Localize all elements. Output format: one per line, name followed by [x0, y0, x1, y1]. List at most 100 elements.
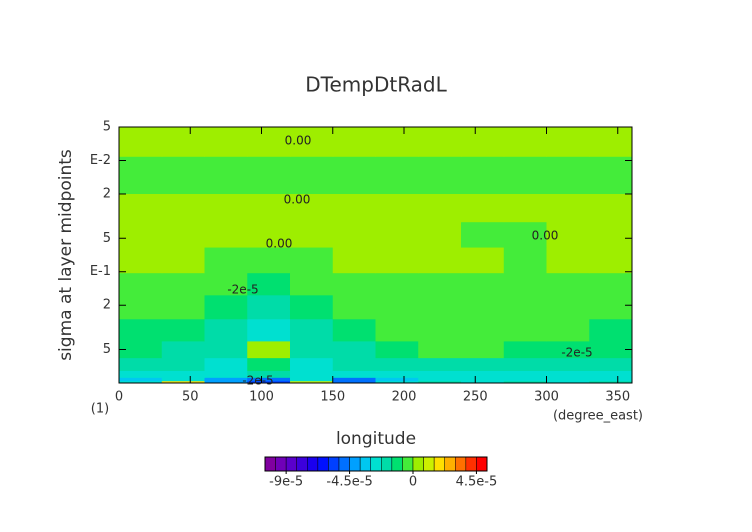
colorbar-swatch — [349, 456, 361, 472]
contour-label: 0.00 — [266, 237, 293, 251]
field-cell — [418, 357, 462, 371]
field-cell — [461, 294, 505, 320]
x-tick-label: 250 — [463, 390, 488, 405]
field-cell — [119, 221, 163, 248]
field-cell — [247, 193, 291, 223]
field-cell — [161, 370, 205, 378]
field-cell — [503, 272, 547, 296]
y-tick-label: 5 — [103, 231, 111, 246]
field-cell — [589, 318, 633, 342]
field-cell — [247, 272, 291, 296]
field-cell — [119, 377, 163, 382]
field-cell — [119, 318, 163, 342]
field-cell — [332, 193, 376, 223]
colorbar-swatch — [444, 456, 456, 472]
field-cell — [546, 370, 590, 378]
field-cell — [247, 294, 291, 320]
x-tick-label: 50 — [182, 390, 199, 405]
field-cell — [546, 247, 590, 274]
contour-label: -2e-5 — [242, 374, 273, 388]
field-cell — [161, 380, 205, 384]
field-cell — [332, 272, 376, 296]
field-cell — [503, 156, 547, 194]
field-cell — [503, 221, 547, 248]
contour-label: 0.00 — [532, 229, 559, 243]
field-cell — [375, 272, 419, 296]
field-cell — [247, 127, 291, 157]
y-tick-label: E-2 — [90, 153, 111, 168]
field-cell — [247, 221, 291, 248]
field-cell — [461, 318, 505, 342]
field-cell — [204, 193, 248, 223]
x-tick-label: 100 — [249, 390, 274, 405]
field-cell — [546, 380, 590, 384]
field-cell — [119, 340, 163, 359]
field-cell — [119, 380, 163, 384]
field-cell — [119, 370, 163, 378]
field-cell — [418, 193, 462, 223]
field-cell — [418, 340, 462, 359]
colorbar-swatch — [391, 456, 403, 472]
field — [119, 127, 633, 384]
field-cell — [247, 156, 291, 194]
field-cell — [161, 272, 205, 296]
plot-frame — [118, 126, 633, 384]
y-unit: (1) — [91, 402, 109, 417]
field-cell — [247, 340, 291, 359]
colorbar-swatch — [381, 456, 393, 472]
field-cell — [461, 156, 505, 194]
colorbar-frame — [264, 456, 488, 472]
field-cell — [461, 340, 505, 359]
field-cell — [589, 340, 633, 359]
field-cell — [332, 377, 376, 382]
colorbar-tick-label: -9e-5 — [269, 475, 303, 490]
overlay: 0 50 100 150 200 250 300 350 5 2 E-1 5 2 E-2 5 0.00 0.00… — [90, 120, 633, 490]
field-cell — [332, 340, 376, 359]
field-cell — [375, 340, 419, 359]
field-cell — [503, 370, 547, 378]
field-cell — [119, 272, 163, 296]
field-cell — [247, 247, 291, 274]
field-cell — [461, 272, 505, 296]
field-cell — [375, 193, 419, 223]
field-cell — [375, 380, 419, 384]
field-cell — [247, 377, 291, 382]
x-tick-label: 0 — [115, 390, 123, 405]
field-cell — [461, 193, 505, 223]
x-axis-title: longitude — [336, 429, 416, 449]
field-cell — [161, 127, 205, 157]
colorbar-swatch — [412, 456, 424, 472]
field-cell — [589, 127, 633, 157]
colorbar-swatch — [423, 456, 435, 472]
field-cell — [290, 193, 334, 223]
field-cell — [119, 247, 163, 274]
field-cell — [161, 193, 205, 223]
field-cell — [418, 247, 462, 274]
x-tick-label: 350 — [605, 390, 630, 405]
field-cell — [247, 380, 291, 384]
field-cell — [589, 377, 633, 382]
field-cell — [119, 294, 163, 320]
field-cell — [204, 294, 248, 320]
field-cell — [589, 156, 633, 194]
colorbar-tick-label: -4.5e-5 — [326, 475, 372, 490]
field-cell — [375, 156, 419, 194]
colorbar-swatch — [433, 456, 445, 472]
field-cell — [589, 272, 633, 296]
field-cell — [204, 377, 248, 382]
contour-label: -2e-5 — [227, 283, 258, 297]
field-cell — [161, 156, 205, 194]
field-cell — [418, 127, 462, 157]
field-cell — [461, 247, 505, 274]
field-cell — [161, 340, 205, 359]
x-tick-label: 150 — [320, 390, 345, 405]
x-tick-label: 300 — [534, 390, 559, 405]
field-cell — [290, 156, 334, 194]
field-cell — [290, 370, 334, 378]
field-cell — [375, 294, 419, 320]
field-cell — [503, 193, 547, 223]
field-cell — [332, 318, 376, 342]
field-cell — [418, 318, 462, 342]
field-cell — [204, 380, 248, 384]
